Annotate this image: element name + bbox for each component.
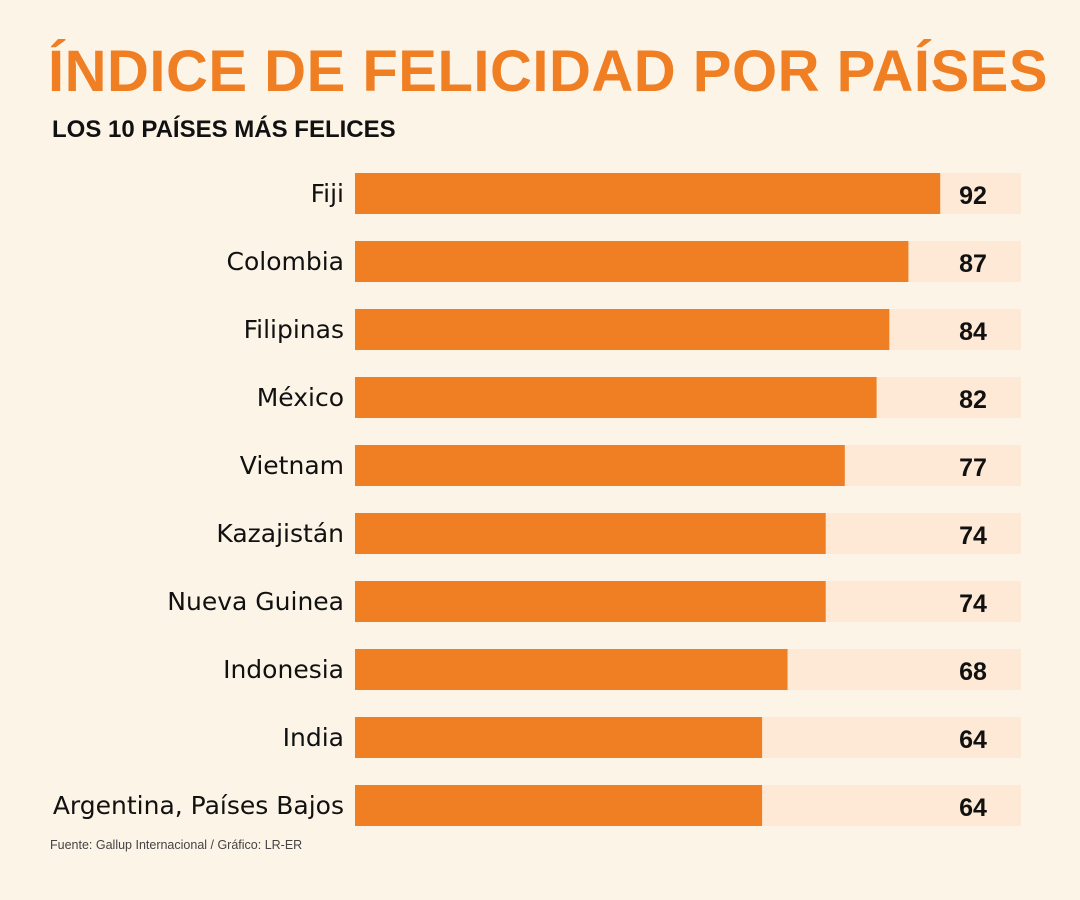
value-label: 84 [959,318,987,346]
category-label: Kazajistán [216,519,344,548]
bar [355,377,877,418]
category-label: India [283,723,344,752]
category-label: Vietnam [240,451,344,480]
value-label: 82 [959,386,987,414]
category-label: Argentina, Países Bajos [53,791,344,820]
category-label: México [257,383,344,412]
bar [355,581,826,622]
value-label: 64 [959,794,987,822]
source-note: Fuente: Gallup Internacional / Gráfico: … [50,838,303,852]
bar [355,513,826,554]
category-label: Colombia [227,247,344,276]
value-label: 77 [959,454,987,482]
value-label: 68 [959,658,987,686]
chart-title: ÍNDICE DE FELICIDAD POR PAÍSES [48,39,1049,104]
value-label: 64 [959,726,987,754]
category-label: Filipinas [244,315,344,344]
category-label: Indonesia [223,655,344,684]
bar [355,309,890,350]
category-label: Nueva Guinea [167,587,344,616]
bar [355,717,763,758]
value-label: 92 [959,182,987,210]
chart-subtitle: LOS 10 PAÍSES MÁS FELICES [52,116,396,143]
bar [355,241,909,282]
bar [355,173,941,214]
value-label: 74 [959,590,987,618]
category-label: Fiji [311,179,344,208]
value-label: 87 [959,250,987,278]
bar [355,649,788,690]
bar [355,785,763,826]
value-label: 74 [959,522,987,550]
bar [355,445,845,486]
